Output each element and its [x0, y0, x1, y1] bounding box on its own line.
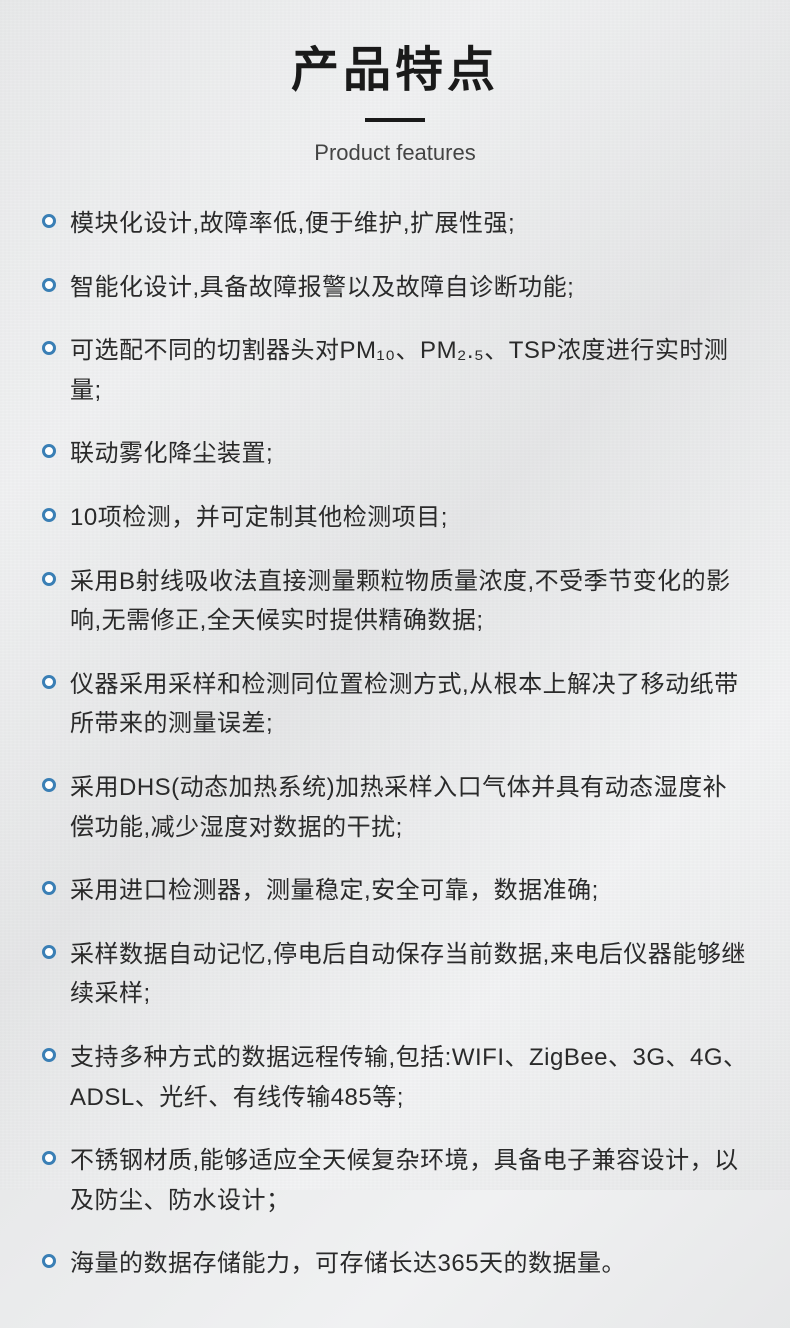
- feature-text: 智能化设计,具备故障报警以及故障自诊断功能;: [70, 268, 574, 308]
- feature-item: 模块化设计,故障率低,便于维护,扩展性强;: [42, 204, 748, 244]
- feature-item: 联动雾化降尘装置;: [42, 434, 748, 474]
- feature-text: 采用B射线吸收法直接测量颗粒物质量浓度,不受季节变化的影响,无需修正,全天候实时…: [70, 562, 748, 641]
- feature-item: 采用B射线吸收法直接测量颗粒物质量浓度,不受季节变化的影响,无需修正,全天候实时…: [42, 562, 748, 641]
- content-container: 产品特点 Product features 模块化设计,故障率低,便于维护,扩展…: [0, 0, 790, 1328]
- feature-text: 支持多种方式的数据远程传输,包括:WIFI、ZigBee、3G、4G、ADSL、…: [70, 1038, 748, 1117]
- feature-text: 采样数据自动记忆,停电后自动保存当前数据,来电后仪器能够继续采样;: [70, 935, 748, 1014]
- feature-text: 联动雾化降尘装置;: [70, 434, 273, 474]
- bullet-icon: [42, 444, 56, 458]
- feature-text: 采用DHS(动态加热系统)加热采样入口气体并具有动态湿度补偿功能,减少湿度对数据…: [70, 768, 748, 847]
- title-english: Product features: [42, 140, 748, 166]
- feature-text: 海量的数据存储能力，可存储长达365天的数据量。: [70, 1244, 626, 1284]
- feature-text: 模块化设计,故障率低,便于维护,扩展性强;: [70, 204, 515, 244]
- bullet-icon: [42, 341, 56, 355]
- feature-item: 海量的数据存储能力，可存储长达365天的数据量。: [42, 1244, 748, 1284]
- bullet-icon: [42, 214, 56, 228]
- feature-list: 模块化设计,故障率低,便于维护,扩展性强; 智能化设计,具备故障报警以及故障自诊断…: [42, 204, 748, 1284]
- title-underline: [365, 118, 425, 122]
- bullet-icon: [42, 945, 56, 959]
- feature-item: 可选配不同的切割器头对PM₁₀、PM₂.₅、TSP浓度进行实时测量;: [42, 331, 748, 410]
- bullet-icon: [42, 1254, 56, 1268]
- bullet-icon: [42, 1151, 56, 1165]
- feature-text: 10项检测，并可定制其他检测项目;: [70, 498, 448, 538]
- feature-item: 采样数据自动记忆,停电后自动保存当前数据,来电后仪器能够继续采样;: [42, 935, 748, 1014]
- bullet-icon: [42, 778, 56, 792]
- feature-text: 仪器采用采样和检测同位置检测方式,从根本上解决了移动纸带所带来的测量误差;: [70, 665, 748, 744]
- feature-item: 仪器采用采样和检测同位置检测方式,从根本上解决了移动纸带所带来的测量误差;: [42, 665, 748, 744]
- feature-text: 不锈钢材质,能够适应全天候复杂环境，具备电子兼容设计，以及防尘、防水设计；: [70, 1141, 748, 1220]
- bullet-icon: [42, 572, 56, 586]
- title-chinese: 产品特点: [42, 30, 748, 100]
- feature-item: 10项检测，并可定制其他检测项目;: [42, 498, 748, 538]
- bullet-icon: [42, 1048, 56, 1062]
- feature-text: 采用进口检测器，测量稳定,安全可靠，数据准确;: [70, 871, 599, 911]
- feature-text: 可选配不同的切割器头对PM₁₀、PM₂.₅、TSP浓度进行实时测量;: [70, 331, 748, 410]
- bullet-icon: [42, 508, 56, 522]
- feature-item: 智能化设计,具备故障报警以及故障自诊断功能;: [42, 268, 748, 308]
- feature-item: 采用进口检测器，测量稳定,安全可靠，数据准确;: [42, 871, 748, 911]
- feature-item: 支持多种方式的数据远程传输,包括:WIFI、ZigBee、3G、4G、ADSL、…: [42, 1038, 748, 1117]
- feature-item: 采用DHS(动态加热系统)加热采样入口气体并具有动态湿度补偿功能,减少湿度对数据…: [42, 768, 748, 847]
- feature-item: 不锈钢材质,能够适应全天候复杂环境，具备电子兼容设计，以及防尘、防水设计；: [42, 1141, 748, 1220]
- bullet-icon: [42, 675, 56, 689]
- bullet-icon: [42, 278, 56, 292]
- bullet-icon: [42, 881, 56, 895]
